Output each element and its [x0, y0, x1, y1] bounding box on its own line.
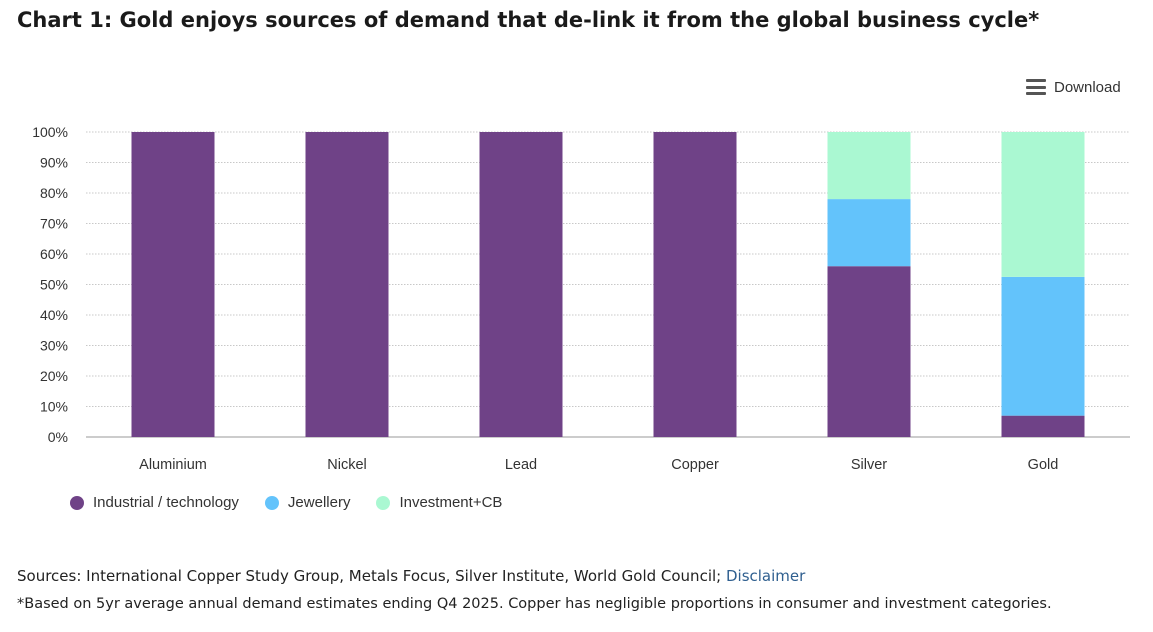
- legend-label-jewellery: Jewellery: [287, 494, 351, 511]
- x-tick-label: Copper: [671, 457, 719, 473]
- bar-segment: [305, 132, 389, 437]
- stacked-bar-chart: 0% 10% 20% 30% 40% 50% 60% 70% 80% 90% 100% Alumini…: [32, 124, 1130, 473]
- y-tick-label: 60%: [40, 246, 68, 262]
- y-tick-label: 80%: [40, 185, 68, 201]
- sources-note: Sources: International Copper Study Grou…: [17, 567, 805, 585]
- x-tick-label: Lead: [505, 457, 537, 473]
- y-tick-label: 90%: [40, 155, 68, 171]
- y-tick-label: 40%: [40, 307, 68, 323]
- bar-segment: [827, 132, 911, 200]
- y-tick-label: 0%: [48, 429, 68, 445]
- y-tick-label: 30%: [40, 338, 68, 354]
- legend-item-investment[interactable]: Investment+CB: [376, 494, 502, 511]
- x-tick-label: Nickel: [327, 457, 366, 473]
- y-tick-label: 50%: [40, 277, 68, 293]
- y-tick-label: 100%: [32, 124, 68, 140]
- x-tick-label: Silver: [851, 457, 887, 473]
- y-tick-label: 20%: [40, 368, 68, 384]
- disclaimer-link[interactable]: Disclaimer: [725, 567, 806, 585]
- chart-legend: Industrial / technology Jewellery Invest…: [70, 494, 502, 511]
- bar-segment: [1001, 276, 1085, 416]
- legend-dot-jewellery: [264, 495, 279, 510]
- bar-segment: [653, 132, 737, 437]
- bar-segment: [827, 199, 911, 267]
- download-button[interactable]: Download: [1026, 76, 1121, 98]
- legend-item-industrial[interactable]: Industrial / technology: [70, 494, 239, 511]
- bar-segment: [1001, 132, 1085, 277]
- download-label: Download: [1054, 78, 1121, 96]
- sources-text: Sources: International Copper Study Grou…: [17, 567, 726, 585]
- menu-icon: [1026, 79, 1046, 95]
- bar-segment: [827, 266, 911, 437]
- chart-title: Chart 1: Gold enjoys sources of demand t…: [17, 8, 1040, 32]
- bar-segment: [131, 132, 215, 437]
- x-tick-label: Gold: [1028, 457, 1059, 473]
- legend-label-investment: Investment+CB: [399, 494, 503, 511]
- footnote: *Based on 5yr average annual demand esti…: [17, 596, 1052, 612]
- legend-label-industrial: Industrial / technology: [93, 494, 239, 511]
- x-tick-label: Aluminium: [139, 457, 207, 473]
- legend-dot-industrial: [70, 495, 84, 510]
- legend-dot-investment: [376, 495, 391, 510]
- bar-segment: [479, 132, 563, 437]
- y-tick-label: 10%: [40, 399, 68, 415]
- legend-item-jewellery[interactable]: Jewellery: [264, 494, 351, 511]
- y-tick-label: 70%: [40, 216, 68, 232]
- bar-segment: [1001, 415, 1085, 437]
